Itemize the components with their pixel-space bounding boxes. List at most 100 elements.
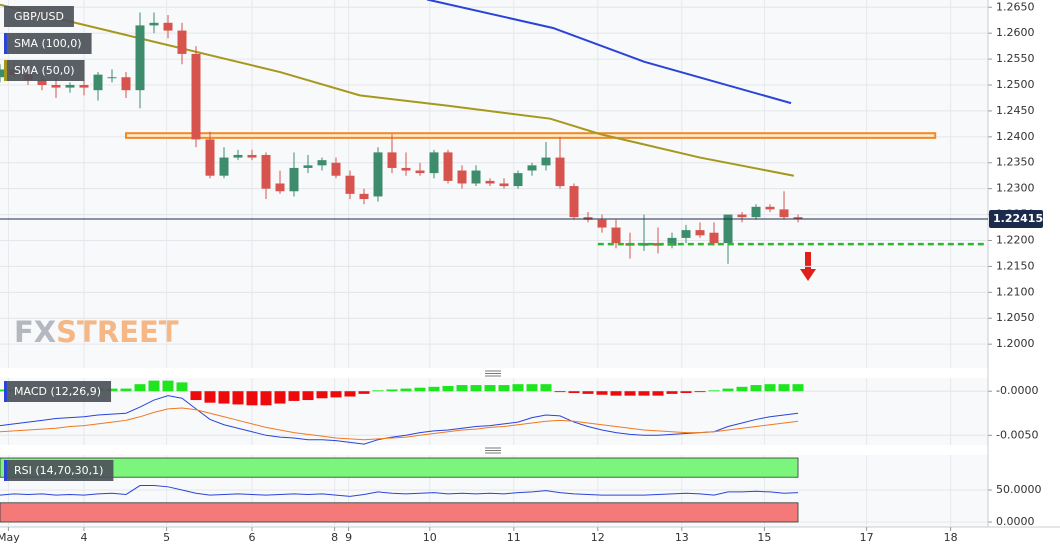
panel-marks xyxy=(0,380,804,445)
legend-box xyxy=(4,6,74,27)
histogram-bar xyxy=(694,391,706,393)
histogram-bar xyxy=(582,391,594,394)
logo-part: FX xyxy=(14,315,56,349)
legend-label: GBP/USD xyxy=(14,10,64,23)
histogram-bar xyxy=(764,384,776,392)
candle-body xyxy=(149,22,159,26)
panel-marks xyxy=(0,457,799,523)
histogram-bar xyxy=(484,385,496,392)
candle-body xyxy=(485,180,495,184)
legend: GBP/USD SMA (100,0) SMA (50,0) xyxy=(4,6,92,81)
candle-body xyxy=(597,219,607,228)
legend-box xyxy=(4,33,92,54)
candle-body xyxy=(793,217,803,219)
x-tick-label: 18 xyxy=(944,531,958,544)
histogram-bar xyxy=(232,391,244,405)
histogram-bar xyxy=(736,386,748,392)
panel-grip[interactable] xyxy=(485,447,501,454)
histogram-bar xyxy=(246,391,258,406)
histogram-bar xyxy=(190,391,202,401)
histogram-bar xyxy=(442,385,454,392)
y-tick-label: 50.0000 xyxy=(996,483,1042,496)
candle-body xyxy=(499,183,509,187)
candle-body xyxy=(541,157,551,166)
histogram-bar xyxy=(498,385,510,392)
histogram-bar xyxy=(610,391,622,396)
histogram-bar xyxy=(428,386,440,392)
candle-body xyxy=(639,243,649,246)
candle-body xyxy=(247,154,257,158)
candle-body xyxy=(191,53,201,140)
candle-body xyxy=(345,175,355,194)
histogram-bar xyxy=(372,390,384,392)
legend-swatch xyxy=(4,381,7,402)
histogram-bar xyxy=(0,389,6,392)
legend-label: SMA (50,0) xyxy=(14,64,75,77)
candle-body xyxy=(51,85,61,88)
histogram-bar xyxy=(568,391,580,393)
x-tick-label: 11 xyxy=(507,531,521,544)
candle-body xyxy=(373,152,383,197)
histogram-bar xyxy=(652,391,664,396)
y-tick-label: -0.0000 xyxy=(996,384,1038,397)
histogram-bar xyxy=(274,391,286,404)
candle-body xyxy=(443,152,453,181)
histogram-bar xyxy=(344,391,356,397)
histogram-bar xyxy=(386,389,398,392)
rsi-band xyxy=(0,457,799,478)
legend-swatch xyxy=(4,60,7,81)
candle-body xyxy=(681,230,691,238)
histogram-bar xyxy=(218,391,230,404)
candle-body xyxy=(527,165,537,171)
candle-body xyxy=(0,69,5,78)
macd-line xyxy=(0,407,799,441)
x-tick-label: 12 xyxy=(591,531,605,544)
candle-body xyxy=(177,30,187,54)
panel-grip[interactable] xyxy=(485,370,501,377)
candle-body xyxy=(723,214,733,244)
histogram-bar xyxy=(792,384,804,392)
candle-body xyxy=(121,77,131,91)
histogram-bar xyxy=(456,385,468,392)
candle-body xyxy=(135,25,145,91)
legend-box xyxy=(4,460,114,481)
histogram-bar xyxy=(680,391,692,393)
legend-label: RSI (14,70,30,1) xyxy=(14,464,103,477)
candle-body xyxy=(289,167,299,192)
candle-body xyxy=(583,217,593,220)
legend-box xyxy=(4,381,112,402)
histogram-bar xyxy=(666,391,678,394)
last-price-box xyxy=(989,209,1043,228)
resistance-zone xyxy=(125,132,937,139)
last-price-label: 1.22415 xyxy=(993,212,1043,225)
histogram-bar xyxy=(554,391,566,393)
candle-body xyxy=(569,186,579,218)
y-tick-label: 1.2500 xyxy=(996,78,1035,91)
candle-body xyxy=(317,160,327,166)
price-panel xyxy=(0,0,988,368)
x-tick-label: 9 xyxy=(345,531,352,544)
histogram-bar xyxy=(470,385,482,392)
candle-body xyxy=(79,85,89,88)
histogram-bar xyxy=(176,382,188,392)
histogram-bar xyxy=(512,384,524,392)
candle-body xyxy=(261,154,271,189)
histogram-bar xyxy=(596,391,608,395)
histogram-bar xyxy=(120,388,132,392)
candle-body xyxy=(163,22,173,31)
histogram-bar xyxy=(414,387,426,392)
candle-body xyxy=(107,77,117,79)
candle-body xyxy=(65,85,75,88)
histogram-bar xyxy=(204,391,216,403)
histogram-bar xyxy=(540,384,552,392)
candle-body xyxy=(415,170,425,174)
y-tick-label: 1.2400 xyxy=(996,130,1035,143)
candle-body xyxy=(737,214,747,218)
candle-body xyxy=(709,232,719,244)
candle-body xyxy=(401,167,411,171)
candle-body xyxy=(429,152,439,174)
legend-swatch xyxy=(4,33,7,54)
candle-body xyxy=(331,162,341,176)
histogram-bar xyxy=(400,388,412,392)
y-tick-label: 1.2450 xyxy=(996,104,1035,117)
